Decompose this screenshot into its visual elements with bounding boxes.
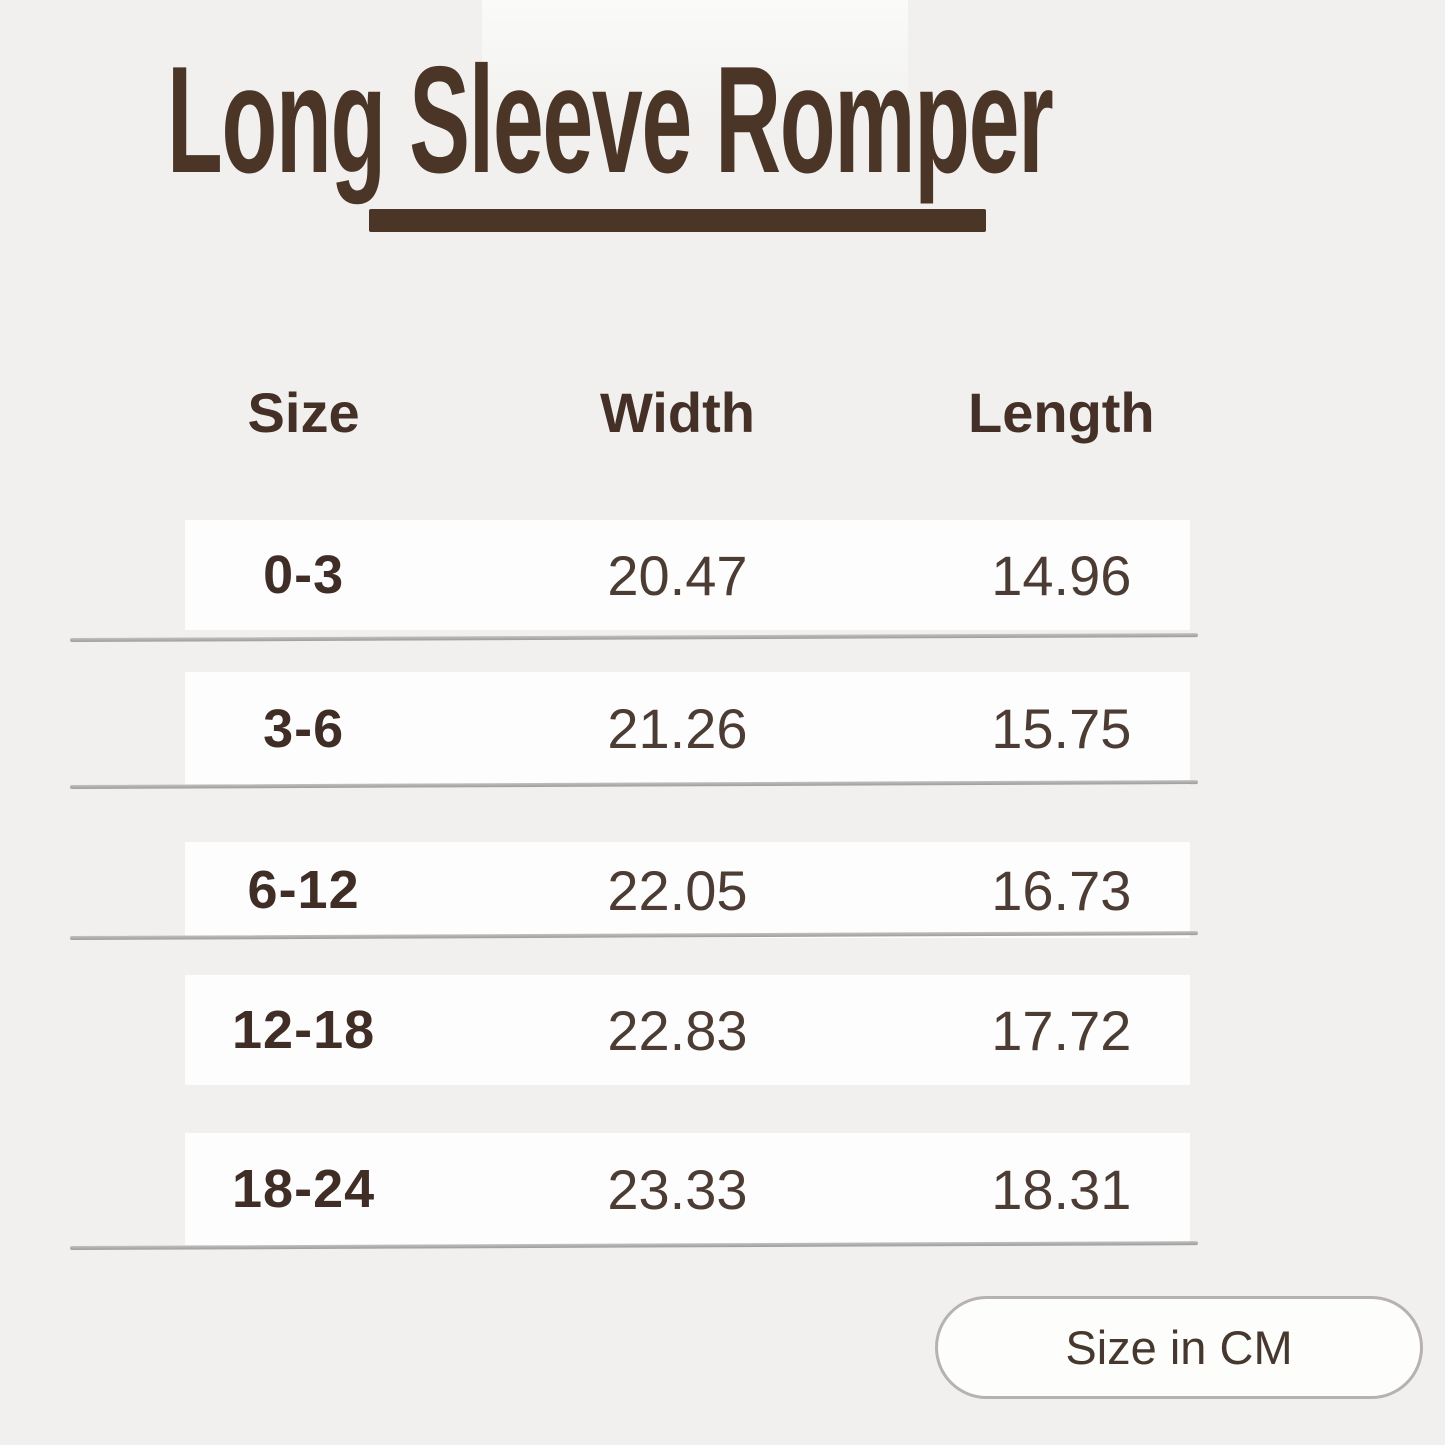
- cell-size: 12-18: [232, 1000, 376, 1060]
- cell-width: 21.26: [607, 697, 748, 760]
- table-header-row: Size Width Length: [185, 380, 1190, 444]
- cell-width: 20.47: [607, 543, 748, 607]
- table-row: 3-6 21.26 15.75: [185, 672, 1190, 785]
- cell-length: 16.73: [991, 858, 1132, 922]
- cell-size: 6-12: [247, 860, 360, 920]
- column-header-size: Size: [247, 381, 360, 444]
- cell-size: 0-3: [263, 545, 345, 605]
- cell-width: 22.05: [607, 858, 748, 922]
- top-highlight-rectangle: [482, 0, 908, 128]
- table-row: 0-3 20.47 14.96: [185, 520, 1190, 630]
- size-unit-badge: Size in CM: [935, 1296, 1423, 1399]
- page-title: Long Sleeve Romper: [167, 35, 1054, 205]
- cell-width: 23.33: [607, 1157, 748, 1221]
- cell-length: 14.96: [991, 543, 1132, 607]
- cell-size: 3-6: [263, 698, 345, 759]
- cell-length: 15.75: [991, 697, 1132, 760]
- table-row: 6-12 22.05 16.73: [185, 842, 1190, 938]
- table-row: 18-24 23.33 18.31: [185, 1133, 1190, 1245]
- column-header-width: Width: [599, 381, 755, 444]
- row-divider: [69, 633, 1198, 642]
- cell-length: 18.31: [991, 1157, 1132, 1221]
- cell-size: 18-24: [232, 1159, 376, 1219]
- column-header-length: Length: [968, 381, 1155, 444]
- title-underline: [369, 209, 986, 232]
- size-unit-label: Size in CM: [1065, 1321, 1293, 1374]
- cell-width: 22.83: [607, 998, 748, 1062]
- table-row: 12-18 22.83 17.72: [185, 975, 1190, 1085]
- cell-length: 17.72: [991, 998, 1132, 1062]
